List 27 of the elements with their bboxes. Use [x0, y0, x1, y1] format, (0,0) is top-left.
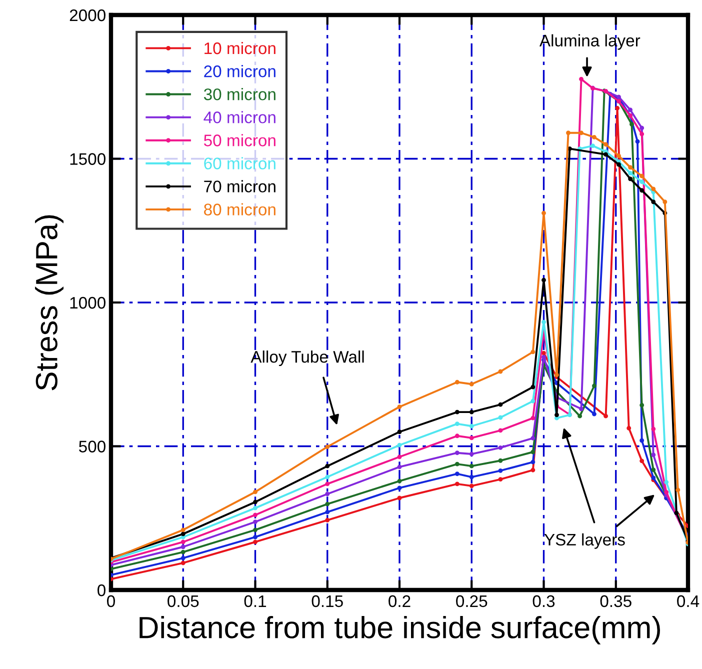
- y-tick-label: 500: [79, 440, 106, 452]
- legend-label: 20 micron: [204, 64, 276, 78]
- legend-label: 80 micron: [204, 203, 276, 216]
- y-tick-label: 2000: [70, 9, 106, 22]
- x-tick-label: 0: [107, 595, 115, 608]
- legend-label: 30 micron: [204, 88, 276, 100]
- x-tick-label: 0.05: [168, 595, 199, 608]
- x-tick-label: 0.4: [677, 595, 700, 608]
- legend-label: 60 micron: [204, 157, 276, 170]
- legend-label: 50 micron: [204, 134, 276, 146]
- x-tick-label: 0.15: [312, 595, 343, 608]
- legend-label: 70 micron: [204, 180, 276, 192]
- legend-label: 40 micron: [204, 111, 276, 124]
- y-axis-title: Stress (MPa): [35, 215, 64, 390]
- y-tick-label: 1500: [70, 153, 106, 165]
- x-tick-label: 0.25: [456, 595, 488, 608]
- annotation: YSZ layers: [544, 533, 625, 549]
- annotation: Alumina layer: [539, 34, 640, 50]
- x-tick-label: 0.3: [532, 595, 555, 608]
- x-tick-label: 0.35: [600, 595, 632, 608]
- legend-label: 10 micron: [204, 42, 276, 54]
- x-tick-label: 0.1: [244, 595, 266, 608]
- y-tick-label: 0: [98, 584, 106, 596]
- x-tick-label: 0.2: [388, 595, 410, 608]
- x-axis-title: Distance from tube inside surface(mm): [140, 616, 660, 644]
- annotation: Alloy Tube Wall: [250, 350, 364, 366]
- y-tick-label: 1000: [70, 296, 106, 309]
